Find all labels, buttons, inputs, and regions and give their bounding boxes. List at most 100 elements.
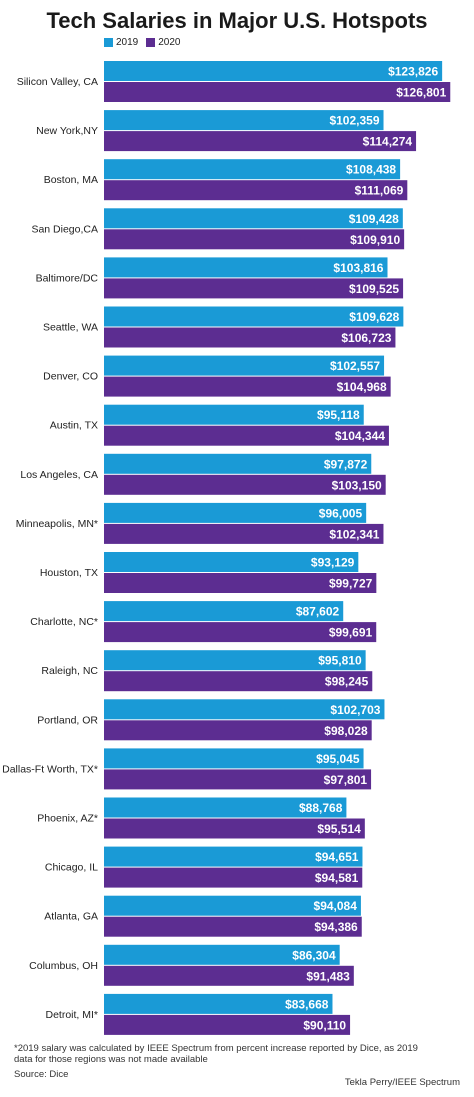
legend-label-2020: 2020 [158,37,181,48]
bar-chart: Silicon Valley, CA $123,826 $126,801 New Yo… [2,61,451,1035]
legend-item-2019: 2019 [104,37,138,48]
data-label-2020: $102,341 [329,527,379,541]
bar-2020 [104,1014,351,1035]
data-label-2020: $97,801 [324,773,368,787]
data-label-2020: $126,801 [396,86,446,100]
bar-2020 [104,327,396,348]
source-note: Source: Dice [14,1069,69,1080]
legend-swatch-2019 [104,38,113,47]
category-label: Phoenix, AZ* [37,813,98,825]
bar-2020 [104,425,389,446]
category-label: Atlanta, GA [44,911,98,923]
data-label-2020: $99,691 [329,626,373,640]
data-label-2020: $111,069 [355,184,404,198]
data-label-2019: $102,703 [330,703,380,717]
bar-2020 [104,573,377,593]
data-label-2020: $109,525 [349,282,399,296]
bar-2020 [104,916,362,937]
category-label: Detroit, MI* [45,1009,98,1021]
data-label-2020: $98,028 [324,724,368,738]
data-label-2019: $102,359 [329,114,379,128]
data-label-2019: $123,826 [388,65,438,79]
data-label-2019: $93,129 [311,556,355,570]
data-label-2019: $97,872 [324,457,368,471]
category-label: Austin, TX [50,420,98,432]
bar-2020 [104,180,408,201]
category-label: Seattle, WA [43,322,98,334]
category-label: Portland, OR [37,714,98,726]
bar-2020 [104,720,372,741]
bar-2019 [104,993,333,1014]
bar-2019 [104,502,367,523]
data-label-2020: $94,581 [315,871,359,885]
chart-title: Tech Salaries in Major U.S. Hotspots [46,8,428,33]
bar-2020 [104,82,451,102]
data-label-2020: $98,245 [325,675,369,689]
bar-2019 [104,355,385,376]
bar-2019 [104,699,385,720]
bar-2019 [104,797,347,818]
bar-2019 [104,846,363,867]
bar-2019 [104,650,366,671]
data-label-2020: $99,727 [329,577,373,591]
bar-2019 [104,257,388,278]
data-label-2020: $104,344 [335,429,385,443]
bar-2020 [104,965,354,986]
data-label-2020: $114,274 [363,135,413,149]
credit-note: Tekla Perry/IEEE Spectrum [344,1077,460,1088]
category-label: Dallas-Ft Worth, TX* [2,763,98,775]
bar-2020 [104,474,386,495]
bar-2019 [104,748,364,769]
data-label-2019: $109,628 [349,310,399,324]
bar-2019 [104,601,344,622]
data-label-2019: $108,438 [346,163,396,177]
data-label-2020: $90,110 [303,1018,346,1032]
bar-2020 [104,278,404,299]
category-label: Los Angeles, CA [20,469,98,481]
legend-swatch-2020 [146,38,156,47]
category-label: Chicago, IL [45,862,98,874]
bar-2019 [104,404,364,425]
data-label-2020: $91,483 [306,969,350,983]
footnote: *2019 salary was calculated by IEEE Spec… [14,1043,418,1065]
bar-2019 [104,159,401,180]
data-label-2020: $95,514 [317,822,361,836]
data-label-2019: $87,602 [296,605,340,619]
category-label: Raleigh, NC [41,665,98,677]
data-label-2019: $103,816 [333,261,383,275]
category-label: Houston, TX [40,567,98,579]
category-label: Silicon Valley, CA [17,76,98,88]
bar-2019 [104,61,443,81]
legend: 2019 2020 [104,37,189,48]
bar-2019 [104,453,372,474]
bar-2019 [104,306,404,327]
legend-label-2019: 2019 [116,37,139,48]
data-label-2019: $95,118 [317,408,360,422]
data-label-2020: $104,968 [337,380,387,394]
data-label-2019: $109,428 [349,212,399,226]
bar-2019 [104,895,361,916]
category-label: New York,NY [36,125,98,137]
data-label-2020: $94,386 [314,920,358,934]
data-label-2019: $95,810 [318,654,362,668]
data-label-2019: $83,668 [285,997,329,1011]
data-label-2019: $94,651 [315,850,359,864]
category-label: Charlotte, NC* [30,616,98,628]
category-label: Minneapolis, MN* [16,518,98,530]
bar-2019 [104,944,340,965]
bar-2020 [104,131,417,152]
category-label: Columbus, OH [29,960,98,972]
data-label-2020: $106,723 [341,331,391,345]
data-label-2019: $102,557 [330,359,380,373]
bar-2020 [104,867,363,888]
data-label-2019: $94,084 [314,899,358,913]
category-label: Baltimore/DC [36,272,99,284]
data-label-2019: $88,768 [299,801,343,815]
category-label: Boston, MA [44,174,98,186]
bar-2019 [104,208,403,229]
bar-2020 [104,622,377,643]
data-label-2020: $109,910 [350,233,400,247]
data-label-2019: $86,304 [292,948,336,962]
category-label: San Diego,CA [31,223,98,235]
bar-2019 [104,552,359,572]
